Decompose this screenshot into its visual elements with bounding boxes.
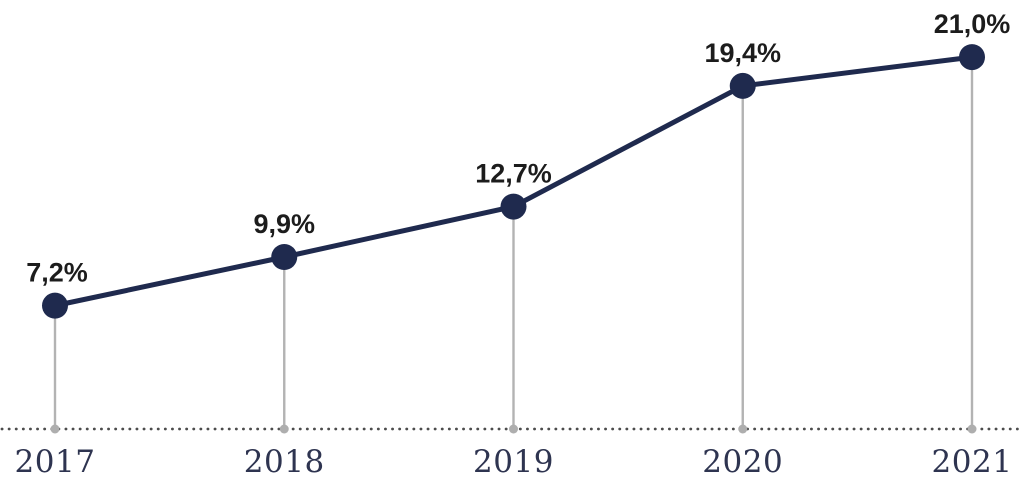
value-label: 19,4%: [704, 38, 781, 68]
baseline-tick-dot: [509, 424, 518, 434]
baseline-tick-dot: [967, 424, 977, 434]
value-label: 12,7%: [475, 159, 552, 189]
value-label: 9,9%: [253, 209, 315, 239]
data-point-marker: [500, 193, 527, 220]
x-axis-label: 2019: [473, 444, 554, 480]
data-point-marker: [42, 292, 68, 319]
baseline-tick-dot: [279, 424, 289, 434]
x-axis-label: 2020: [702, 444, 783, 480]
value-label: 21,0%: [934, 9, 1011, 39]
baseline-tick-dot: [50, 424, 60, 434]
baseline-tick-dot: [738, 424, 748, 434]
x-axis-label: 2021: [932, 444, 1013, 480]
x-axis-label: 2018: [244, 444, 325, 480]
data-point-marker: [729, 72, 756, 99]
data-point-marker: [959, 44, 985, 71]
x-axis-label: 2017: [15, 444, 96, 480]
value-label: 7,2%: [26, 258, 88, 288]
data-point-marker: [271, 244, 298, 271]
